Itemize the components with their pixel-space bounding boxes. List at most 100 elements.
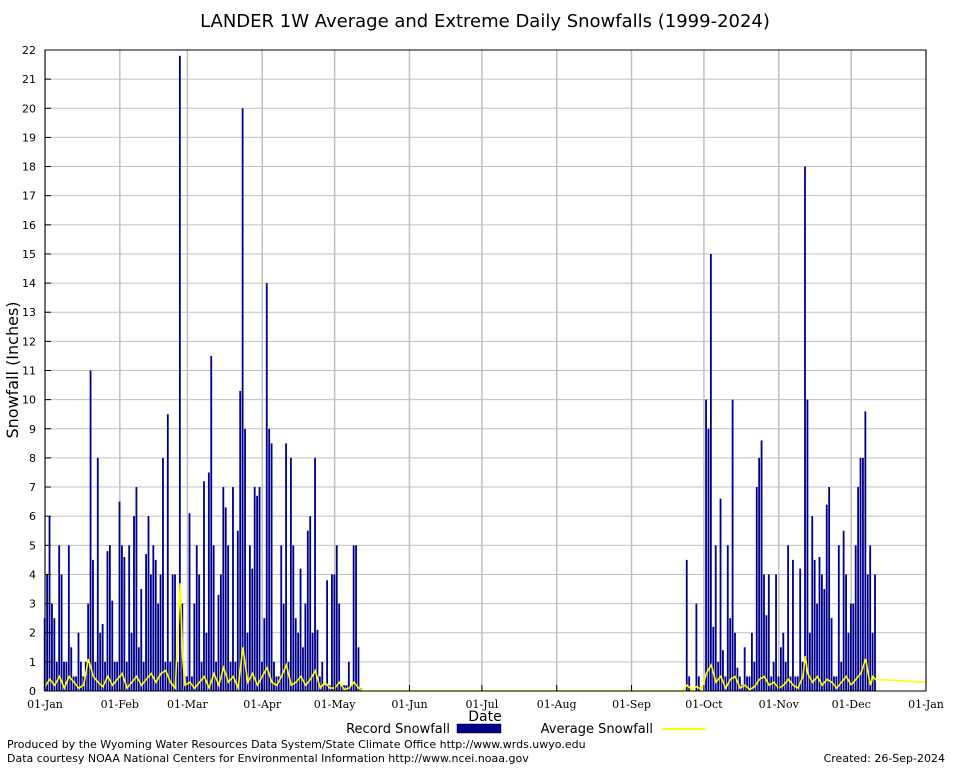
record-bar (323, 685, 326, 691)
record-bar (273, 661, 275, 691)
record-bar (777, 676, 780, 691)
record-bar (787, 545, 790, 691)
record-bar (729, 618, 732, 691)
record-bar (234, 661, 237, 691)
record-bar (326, 580, 329, 691)
record-bar (275, 676, 278, 691)
record-bar (159, 574, 162, 691)
record-bar (808, 632, 811, 691)
x-axis-label: Date (468, 709, 501, 725)
y-tick-label: 7 (29, 481, 36, 494)
record-bar (217, 594, 220, 691)
average-line (44, 583, 927, 692)
x-tick-label: 01-Aug (537, 698, 577, 711)
record-bar (60, 574, 63, 691)
record-bar (277, 676, 280, 691)
record-bar (854, 545, 857, 691)
record-bar (198, 574, 201, 691)
x-tick-label: 01-Jul (466, 698, 499, 711)
x-tick-label: 01-Oct (685, 698, 723, 711)
y-tick-label: 0 (29, 685, 36, 698)
chart-title: LANDER 1W Average and Extreme Daily Snow… (200, 11, 770, 32)
record-bar (200, 661, 203, 691)
record-bar (297, 632, 300, 691)
record-bar (821, 574, 823, 691)
record-bar (763, 574, 765, 691)
record-bar (719, 498, 722, 691)
record-bar (311, 632, 314, 691)
record-bar (215, 661, 217, 691)
record-bar (280, 545, 283, 691)
y-tick-label: 18 (22, 161, 36, 174)
axes: 01234567891011121314151617181920212201-J… (22, 44, 944, 711)
record-bar (845, 574, 847, 691)
record-bar (135, 487, 138, 691)
record-bar (65, 661, 68, 691)
record-bar (265, 283, 268, 691)
record-bar (352, 545, 355, 691)
record-bar (51, 603, 53, 691)
y-tick-label: 9 (29, 423, 36, 436)
record-bar (253, 487, 256, 691)
record-bar (104, 661, 106, 691)
record-bar (258, 487, 261, 691)
record-bar (169, 661, 172, 691)
record-bar (695, 603, 698, 691)
legend-record-swatch (456, 723, 502, 734)
record-bar (96, 457, 99, 691)
record-bar (108, 545, 111, 691)
record-bar (799, 568, 802, 691)
x-tick-label: 01-Jan (908, 698, 944, 711)
record-bar (338, 603, 341, 691)
x-tick-label: 01-Feb (101, 698, 139, 711)
record-bar (864, 411, 867, 691)
record-bar (866, 574, 869, 691)
footer-created-date: Created: 26-Sep-2024 (823, 752, 945, 765)
record-bar (106, 551, 109, 691)
record-bar (316, 629, 319, 691)
record-bar (92, 559, 94, 691)
record-bar (772, 661, 775, 691)
y-tick-label: 8 (29, 452, 36, 465)
record-bar (87, 603, 90, 691)
record-bar (205, 632, 208, 691)
y-tick-label: 11 (22, 365, 36, 378)
record-bar (171, 574, 174, 691)
record-bar (147, 516, 150, 691)
record-bar (222, 487, 225, 691)
y-tick-label: 12 (22, 335, 36, 348)
record-bar (707, 428, 710, 691)
record-bar (248, 545, 251, 691)
record-bar (741, 685, 744, 691)
record-bar (304, 603, 307, 691)
record-bar (72, 676, 75, 691)
record-bar (717, 661, 720, 691)
record-bar (67, 545, 70, 691)
record-bar (753, 661, 756, 691)
record-bar (263, 618, 266, 691)
record-bar (755, 487, 758, 691)
record-bar (784, 661, 787, 691)
record-bar (113, 661, 116, 691)
record-bar (55, 661, 58, 691)
record-bar (270, 443, 273, 691)
y-tick-label: 13 (22, 306, 36, 319)
record-bar (731, 399, 734, 691)
y-tick-label: 22 (22, 44, 36, 57)
record-bar (111, 600, 114, 691)
record-bar (685, 559, 688, 691)
x-tick-label: 01-Sep (612, 698, 651, 711)
footer-produced-by: Produced by the Wyoming Water Resources … (7, 738, 586, 751)
record-bar (99, 632, 102, 691)
record-bar (840, 661, 843, 691)
record-bar (818, 556, 821, 691)
record-bar (712, 626, 715, 691)
record-bar (722, 650, 724, 691)
record-bar (137, 647, 140, 691)
record-bar (760, 440, 763, 691)
footer-data-courtesy: Data courtesy NOAA National Centers for … (7, 752, 529, 765)
record-bar (697, 676, 700, 691)
record-bar (816, 603, 818, 691)
record-bar (804, 166, 806, 691)
record-bar (714, 545, 717, 691)
